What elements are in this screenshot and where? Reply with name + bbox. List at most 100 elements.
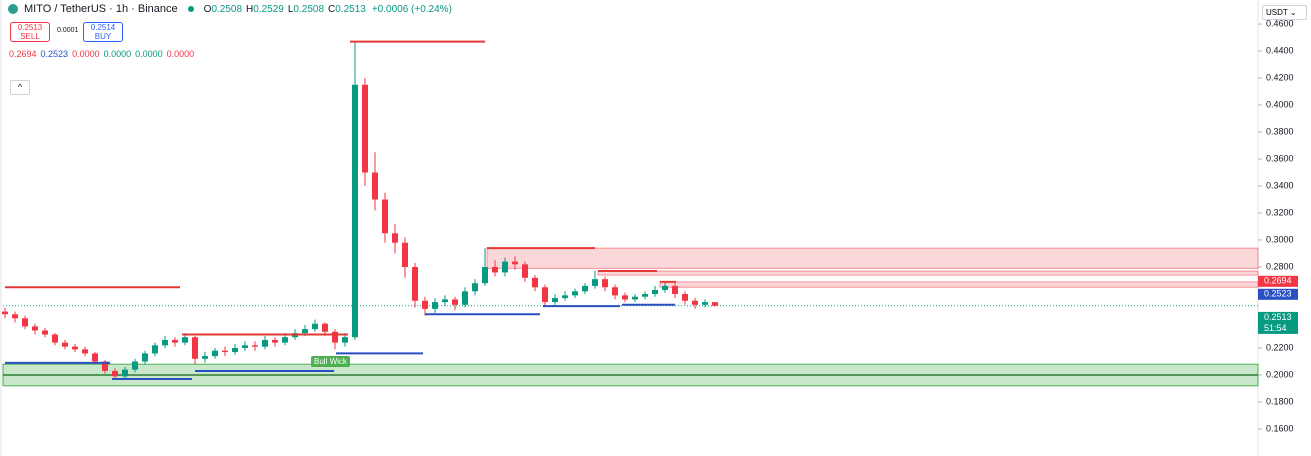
candle-body [192, 337, 198, 359]
candle-body [532, 277, 538, 288]
candle-body [2, 311, 8, 315]
collapse-button[interactable]: ^ [10, 80, 30, 95]
candle-body [302, 329, 308, 334]
candle-body [112, 370, 118, 377]
sell-price: 0.2513 [17, 23, 43, 32]
candle-body [262, 339, 268, 347]
status-dot [187, 6, 194, 12]
y-tick-label: 0.2200 [1266, 342, 1294, 352]
candle-body [522, 264, 528, 278]
indicator-value: 0.2523 [40, 49, 69, 59]
candle-body [402, 242, 408, 268]
candle-body [442, 299, 448, 303]
candle-body [82, 349, 88, 354]
candle-body [252, 345, 258, 347]
ohlc-item: L0.2508 [288, 4, 324, 15]
ohlc-label: C [328, 3, 336, 15]
candle-body [362, 84, 368, 173]
candle-body [182, 337, 188, 343]
symbol[interactable]: MITO / TetherUS · 1h · Binance [24, 3, 178, 15]
spread: 0.0001 [57, 27, 79, 34]
candle-body [692, 300, 698, 305]
candle-body [382, 199, 388, 234]
ohlc-value: 0.2508 [211, 3, 243, 15]
candle-body [162, 339, 168, 346]
ohlc-item: C0.2513 [328, 4, 366, 15]
supply-zone [486, 247, 1259, 269]
ohlc-item: H0.2529 [246, 4, 284, 15]
header: MITO / TetherUS · 1h · Binance O0.2508 H0… [8, 3, 452, 15]
ohlc-label: L [287, 3, 294, 15]
candle-body [642, 294, 648, 297]
price-axis [1258, 0, 1311, 456]
candle-body [322, 323, 328, 332]
indicator-value: 0.0000 [103, 49, 132, 59]
candle-body [352, 84, 358, 338]
candle-body [132, 361, 138, 370]
candle-body [222, 350, 228, 353]
y-tick-label: 0.1600 [1266, 423, 1294, 433]
candle-body [462, 291, 468, 305]
candle-body [152, 345, 158, 354]
indicator-value: 0.0000 [166, 49, 195, 59]
candle-body [52, 334, 58, 343]
ohlc-label: O [203, 3, 212, 15]
currency: USDT [1266, 8, 1288, 17]
currency-select[interactable]: USDT ⌄ [1262, 5, 1307, 20]
candle-body [432, 302, 438, 309]
supply-zone [597, 270, 1259, 276]
candle-body [372, 172, 378, 200]
annotation: Bull Wick [311, 356, 350, 367]
ohlc-value: 0.2508 [293, 3, 325, 15]
buy-button[interactable]: 0.2514 BUY [83, 22, 123, 42]
candle-body [102, 361, 108, 371]
y-tick-label: 0.3600 [1266, 153, 1294, 163]
price-tag-label: 0.2694 [1264, 276, 1292, 286]
candle-body [22, 318, 28, 327]
candle-body [62, 342, 68, 347]
candle-body [42, 330, 48, 335]
candle-body [682, 294, 688, 301]
buy-label: BUY [94, 32, 112, 41]
candle-body [552, 298, 558, 303]
candle-body [542, 287, 548, 303]
candle-body [232, 348, 238, 353]
candle-body [32, 326, 38, 331]
candle-body [492, 267, 498, 273]
ohlc-value: 0.2513 [335, 3, 366, 15]
y-tick-label: 0.3400 [1266, 180, 1294, 190]
timer: 51:54 [1264, 323, 1287, 333]
y-tick-label: 0.4400 [1266, 45, 1294, 55]
candle-body [592, 279, 598, 286]
candle-body [142, 353, 148, 362]
indicator-value: 0.0000 [135, 49, 163, 59]
candle-body [672, 285, 678, 295]
candle-body [582, 285, 588, 292]
indicator-values: 0.2694 0.2523 0.0000 0.0000 0.0000 0.0000 [9, 49, 194, 59]
y-tick-label: 0.2000 [1266, 369, 1294, 379]
symbol-icon [8, 4, 18, 14]
sell-button[interactable]: 0.2513 SELL [10, 22, 50, 42]
candle-body [172, 339, 178, 343]
y-tick-label: 0.3800 [1266, 126, 1294, 136]
candle-body [612, 287, 618, 296]
y-tick-label: 0.3200 [1266, 207, 1294, 217]
candle-body [632, 296, 638, 300]
candle-body [72, 346, 78, 350]
candle-body [392, 233, 398, 243]
y-tick-label: 0.3000 [1266, 234, 1294, 244]
price-tag [1258, 311, 1298, 334]
y-tick-label: 0.1800 [1266, 396, 1294, 406]
candle-body [312, 323, 318, 330]
candle-body [652, 289, 658, 295]
y-tick-label: 0.4000 [1266, 99, 1294, 109]
ohlc-value: 0.2529 [253, 3, 284, 15]
ohlc: O0.2508 H0.2529 L0.2508 C0.2513 [204, 4, 366, 15]
candle-body [562, 295, 568, 299]
candle-body [482, 267, 488, 284]
candle-body [332, 331, 338, 343]
sell-label: SELL [20, 32, 40, 41]
candle-body [502, 261, 508, 273]
